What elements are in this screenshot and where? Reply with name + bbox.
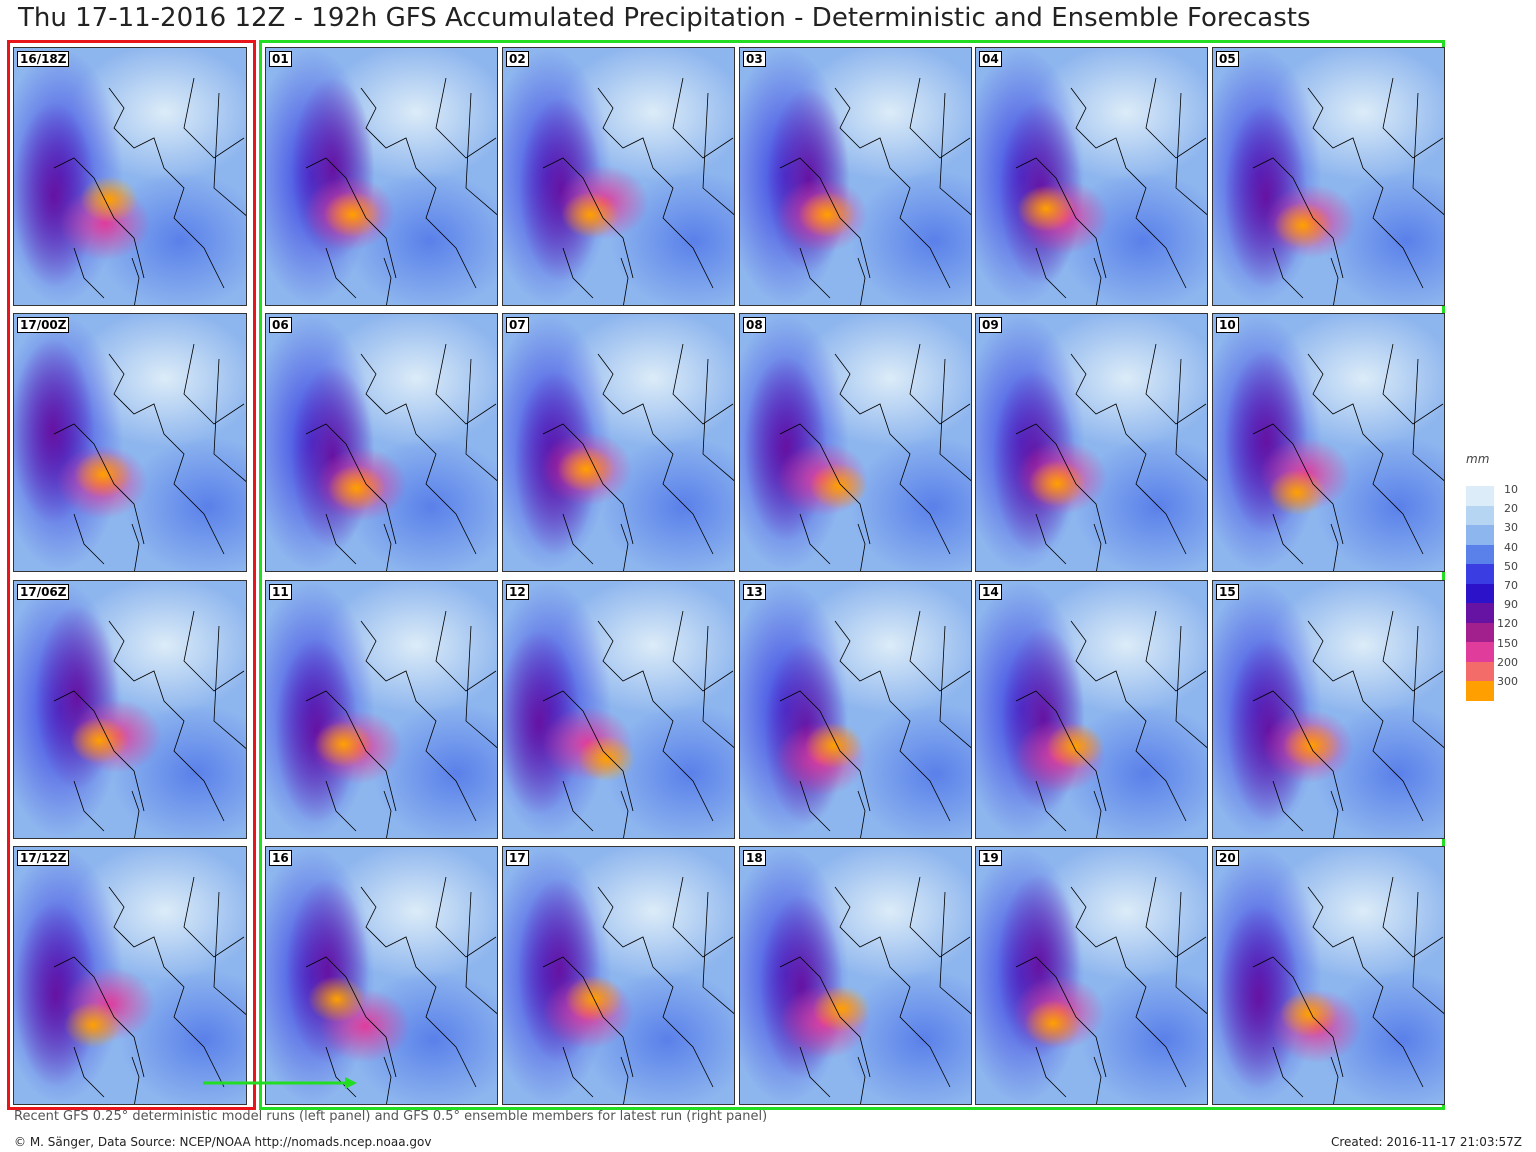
- legend-label: 150: [1497, 636, 1518, 650]
- panel-label: 17/12Z: [17, 850, 70, 866]
- legend-swatch: [1466, 544, 1494, 564]
- arrow: [203, 1077, 357, 1089]
- legend-label: 50: [1504, 559, 1518, 573]
- panel-label: 17/06Z: [17, 584, 70, 600]
- legend-label: 30: [1504, 521, 1518, 535]
- caption: Recent GFS 0.25° deterministic model run…: [14, 1109, 768, 1124]
- panel-label: 18: [743, 850, 766, 866]
- map-panel: 05: [1212, 47, 1445, 306]
- legend-swatch: [1466, 564, 1494, 584]
- legend-unit: mm: [1466, 452, 1490, 466]
- legend-label: 120: [1497, 617, 1518, 631]
- panel-label: 08: [743, 317, 766, 333]
- legend-label: 40: [1504, 540, 1518, 554]
- legend-label: 90: [1504, 598, 1518, 612]
- map-panel: 11: [265, 580, 498, 839]
- legend-swatch: [1466, 642, 1494, 662]
- map-panel: 06: [265, 313, 498, 572]
- map-panel: 17/12Z: [13, 846, 247, 1105]
- legend-swatch: [1466, 525, 1494, 545]
- footer-source: © M. Sänger, Data Source: NCEP/NOAA http…: [14, 1135, 432, 1149]
- map-panel: 03: [739, 47, 972, 306]
- legend-swatch: [1466, 661, 1494, 681]
- map-panel: 09: [975, 313, 1208, 572]
- map-panel: 08: [739, 313, 972, 572]
- map-panel: 07: [502, 313, 735, 572]
- legend-label: 10: [1504, 483, 1518, 496]
- map-panel: 18: [739, 846, 972, 1105]
- legend-swatch: [1466, 486, 1494, 506]
- panel-label: 09: [979, 317, 1002, 333]
- map-panel: 16/18Z: [13, 47, 247, 306]
- deterministic-frame: [7, 40, 256, 1110]
- legend-label: 300: [1497, 675, 1518, 688]
- panel-label: 11: [269, 584, 292, 600]
- panel-label: 17: [506, 850, 529, 866]
- panel-label: 10: [1216, 317, 1239, 333]
- legend-swatch: [1466, 603, 1494, 623]
- panel-label: 16: [269, 850, 292, 866]
- panel-label: 13: [743, 584, 766, 600]
- panel-label: 01: [269, 51, 292, 67]
- panel-label: 07: [506, 317, 529, 333]
- legend-label: 20: [1504, 502, 1518, 516]
- panel-label: 06: [269, 317, 292, 333]
- ensemble-frame: [259, 40, 1445, 1110]
- map-panel: 01: [265, 47, 498, 306]
- panel-label: 02: [506, 51, 529, 67]
- map-panel: 17/06Z: [13, 580, 247, 839]
- map-panel: 17: [502, 846, 735, 1105]
- legend-swatch: [1466, 583, 1494, 603]
- panel-label: 05: [1216, 51, 1239, 67]
- legend-swatch: [1466, 622, 1494, 642]
- map-panel: 16: [265, 846, 498, 1105]
- map-panel: 04: [975, 47, 1208, 306]
- map-panel: 15: [1212, 580, 1445, 839]
- map-panel: 10: [1212, 313, 1445, 572]
- legend-swatch: [1466, 505, 1494, 525]
- legend-label: 200: [1497, 655, 1518, 669]
- map-panel: 02: [502, 47, 735, 306]
- legend-swatch: [1466, 681, 1494, 701]
- map-panel: 14: [975, 580, 1208, 839]
- panel-label: 12: [506, 584, 529, 600]
- legend-label: 70: [1504, 579, 1518, 592]
- footer-created: Created: 2016-11-17 21:03:57Z: [1330, 1135, 1522, 1149]
- panel-label: 19: [979, 850, 1002, 866]
- panel-label: 15: [1216, 584, 1239, 600]
- map-panel: 19: [975, 846, 1208, 1105]
- panel-label: 16/18Z: [17, 51, 70, 67]
- panel-label: 04: [979, 51, 1002, 67]
- map-panel: 20: [1212, 846, 1445, 1105]
- map-panel: 17/00Z: [13, 313, 247, 572]
- panel-label: 17/00Z: [17, 317, 70, 333]
- map-panel: 13: [739, 580, 972, 839]
- panel-label: 20: [1216, 850, 1239, 866]
- map-panel: 12: [502, 580, 735, 839]
- panel-label: 03: [743, 51, 766, 67]
- panel-label: 14: [979, 584, 1002, 600]
- title: Thu 17-11-2016 12Z - 192h GFS Accumulate…: [18, 3, 1311, 33]
